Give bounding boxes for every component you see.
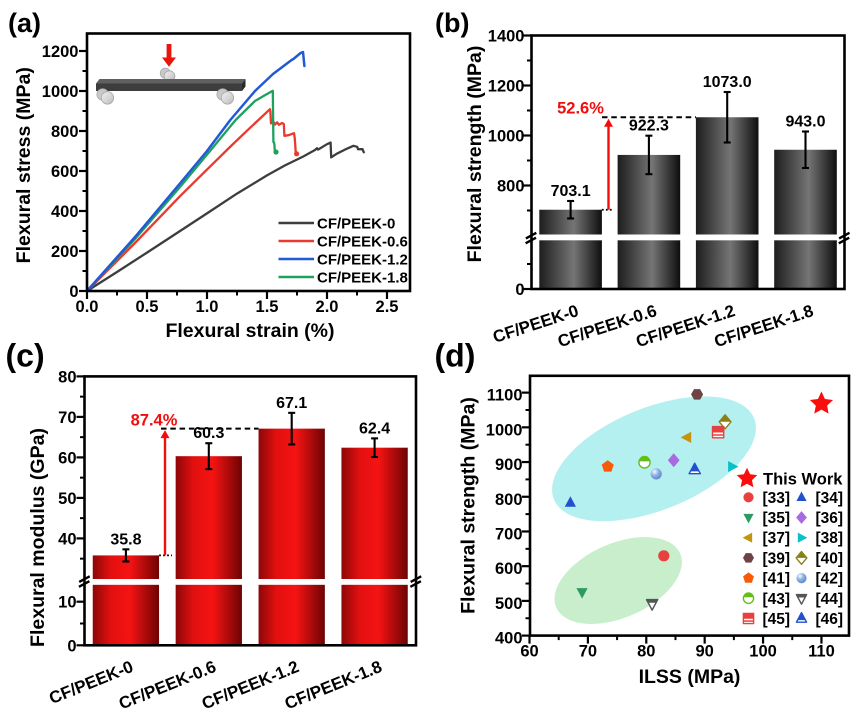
svg-text:700: 700 bbox=[495, 525, 523, 543]
svg-text:1000: 1000 bbox=[488, 128, 525, 146]
svg-text:800: 800 bbox=[497, 178, 525, 196]
svg-text:1200: 1200 bbox=[42, 43, 79, 61]
svg-text:[39]: [39] bbox=[763, 550, 791, 567]
svg-text:80: 80 bbox=[637, 643, 655, 661]
svg-text:1400: 1400 bbox=[488, 28, 525, 46]
svg-text:(d): (d) bbox=[435, 338, 476, 374]
svg-text:80: 80 bbox=[58, 368, 76, 386]
svg-text:703.1: 703.1 bbox=[551, 183, 591, 200]
svg-text:0.0: 0.0 bbox=[76, 298, 99, 316]
svg-text:100: 100 bbox=[749, 643, 777, 661]
svg-text:1.0: 1.0 bbox=[196, 298, 219, 316]
svg-text:90: 90 bbox=[695, 643, 713, 661]
svg-text:0: 0 bbox=[67, 637, 76, 655]
svg-text:1000: 1000 bbox=[486, 421, 523, 439]
svg-text:CF/PEEK-0: CF/PEEK-0 bbox=[317, 216, 395, 233]
svg-text:40: 40 bbox=[58, 530, 76, 548]
svg-text:900: 900 bbox=[495, 456, 523, 474]
svg-text:[42]: [42] bbox=[816, 571, 844, 588]
svg-text:62.4: 62.4 bbox=[359, 420, 390, 437]
svg-text:[38]: [38] bbox=[816, 530, 844, 547]
svg-text:[41]: [41] bbox=[763, 571, 791, 588]
svg-text:1000: 1000 bbox=[42, 83, 79, 101]
svg-text:922.3: 922.3 bbox=[629, 118, 669, 135]
svg-text:ILSS (MPa): ILSS (MPa) bbox=[639, 666, 741, 688]
svg-text:10: 10 bbox=[58, 594, 76, 612]
svg-text:500: 500 bbox=[495, 595, 523, 613]
svg-text:50: 50 bbox=[58, 490, 76, 508]
svg-text:[44]: [44] bbox=[816, 591, 844, 608]
svg-text:CF/PEEK-1.2: CF/PEEK-1.2 bbox=[317, 252, 408, 269]
svg-text:Flexural modulus (GPa): Flexural modulus (GPa) bbox=[27, 428, 49, 647]
svg-text:35.8: 35.8 bbox=[110, 531, 141, 548]
svg-text:(a): (a) bbox=[8, 8, 41, 38]
svg-text:200: 200 bbox=[51, 243, 79, 261]
svg-text:[35]: [35] bbox=[763, 510, 791, 527]
svg-text:[37]: [37] bbox=[763, 530, 791, 547]
svg-text:943.0: 943.0 bbox=[785, 114, 825, 131]
svg-text:60: 60 bbox=[520, 643, 538, 661]
svg-text:Flexural stress (MPa): Flexural stress (MPa) bbox=[13, 67, 35, 263]
svg-text:[40]: [40] bbox=[816, 550, 844, 567]
svg-text:Flexural strength (MPa): Flexural strength (MPa) bbox=[458, 397, 480, 614]
svg-text:1.5: 1.5 bbox=[256, 298, 279, 316]
svg-text:[45]: [45] bbox=[763, 611, 791, 628]
svg-text:[43]: [43] bbox=[763, 591, 791, 608]
svg-text:0.5: 0.5 bbox=[136, 298, 159, 316]
svg-text:Flexural strength (MPa): Flexural strength (MPa) bbox=[464, 46, 486, 263]
svg-text:[46]: [46] bbox=[816, 611, 844, 628]
svg-text:67.1: 67.1 bbox=[276, 395, 307, 412]
svg-text:[36]: [36] bbox=[816, 510, 844, 527]
svg-text:(b): (b) bbox=[435, 8, 469, 38]
svg-text:Flexural strain (%): Flexural strain (%) bbox=[165, 320, 334, 342]
svg-text:0: 0 bbox=[515, 281, 524, 299]
svg-text:(c): (c) bbox=[6, 338, 45, 374]
svg-text:2.5: 2.5 bbox=[376, 298, 399, 316]
svg-text:70: 70 bbox=[579, 643, 597, 661]
svg-text:600: 600 bbox=[495, 560, 523, 578]
svg-text:[34]: [34] bbox=[816, 490, 844, 507]
svg-text:[33]: [33] bbox=[763, 490, 791, 507]
svg-text:2.0: 2.0 bbox=[316, 298, 339, 316]
svg-text:400: 400 bbox=[51, 203, 79, 221]
svg-text:52.6%: 52.6% bbox=[557, 100, 604, 118]
svg-text:CF/PEEK-1.8: CF/PEEK-1.8 bbox=[317, 270, 408, 287]
svg-text:600: 600 bbox=[51, 163, 79, 181]
svg-text:1073.0: 1073.0 bbox=[703, 74, 752, 91]
svg-text:0: 0 bbox=[69, 283, 78, 301]
svg-text:87.4%: 87.4% bbox=[131, 412, 178, 430]
svg-text:800: 800 bbox=[495, 491, 523, 509]
svg-text:60: 60 bbox=[58, 449, 76, 467]
svg-text:800: 800 bbox=[51, 123, 79, 141]
svg-text:CF/PEEK-0.6: CF/PEEK-0.6 bbox=[317, 234, 408, 251]
svg-text:1100: 1100 bbox=[487, 387, 523, 405]
svg-text:400: 400 bbox=[495, 630, 523, 648]
svg-text:70: 70 bbox=[58, 409, 76, 427]
svg-text:This Work: This Work bbox=[763, 471, 843, 489]
svg-text:1200: 1200 bbox=[488, 78, 525, 96]
svg-text:110: 110 bbox=[808, 643, 835, 661]
